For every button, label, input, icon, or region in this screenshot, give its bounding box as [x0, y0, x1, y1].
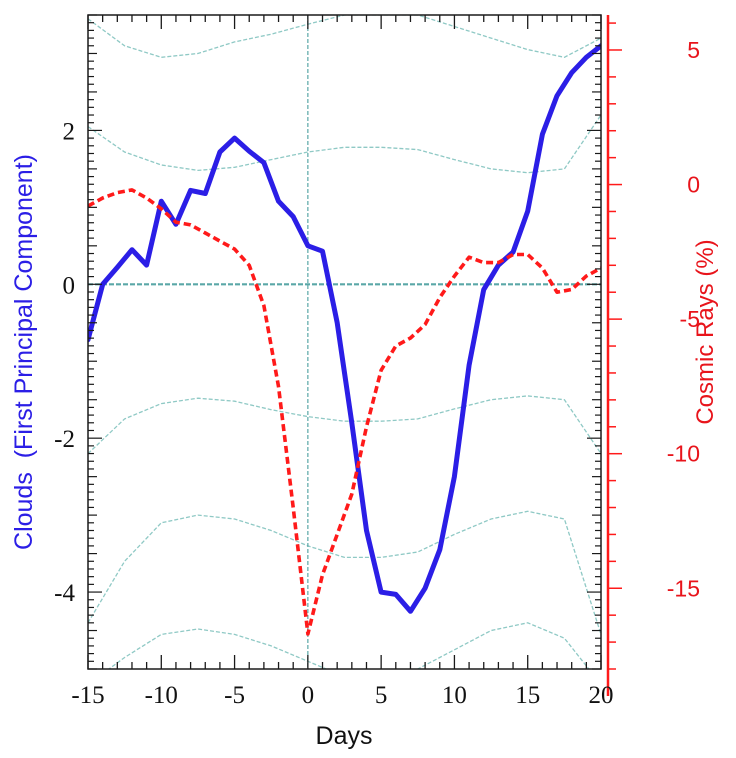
y-tick-label-left: -2	[54, 426, 75, 453]
data-series	[88, 43, 601, 636]
y-tick-label-left: -4	[54, 580, 75, 607]
y-tick-label-left: 0	[63, 272, 76, 299]
y-tick-label-right: -10	[667, 441, 700, 467]
confidence-band-2	[88, 114, 601, 174]
x-tick-label: 5	[375, 682, 388, 709]
x-axis-title: Days	[316, 722, 373, 750]
reference-lines	[88, 15, 601, 669]
x-tick-label: 0	[302, 682, 315, 709]
x-tick-label: -15	[71, 682, 104, 709]
confidence-bands	[88, 15, 601, 669]
x-tick-label: 15	[515, 682, 540, 709]
y-tick-label-right: 0	[687, 172, 700, 198]
axis-ticks	[87, 14, 602, 670]
y-tick-label-left: 2	[63, 118, 76, 145]
confidence-band-4	[88, 510, 601, 635]
y-axis-title-left: Clouds (First Principal Component)	[10, 154, 38, 550]
right-axis	[606, 15, 622, 696]
plot-frame	[87, 14, 602, 670]
y-tick-label-right: -5	[680, 306, 700, 332]
tick-labels: -15 -10 -5 0 5 10 15 20 -4 -2 0 2 -15 -10 -5 0 5	[54, 37, 700, 709]
confidence-band-5	[107, 622, 590, 669]
y-tick-label-right: -15	[667, 575, 700, 601]
confidence-band-1	[88, 15, 601, 58]
x-tick-label: -10	[145, 682, 178, 709]
y-axis-title-right: Cosmic Rays (%)	[692, 239, 719, 424]
clouds-line	[88, 43, 601, 614]
x-tick-label: -5	[224, 682, 245, 709]
confidence-band-3	[88, 395, 601, 455]
y-tick-label-right: 5	[687, 37, 700, 63]
x-tick-label: 20	[589, 682, 614, 709]
cosmic-rays-line	[88, 188, 601, 636]
x-tick-label: 10	[442, 682, 467, 709]
